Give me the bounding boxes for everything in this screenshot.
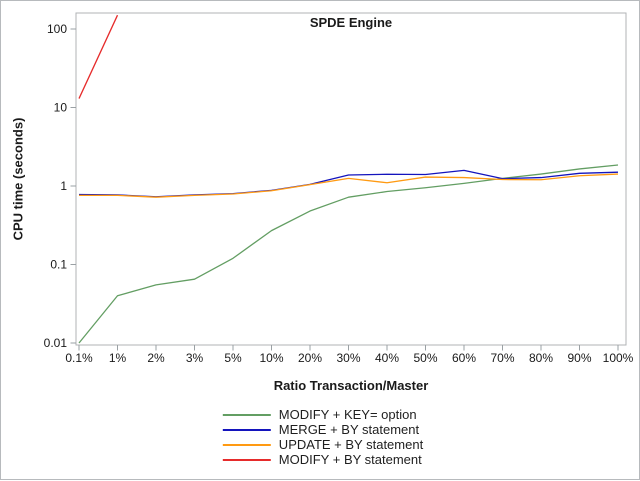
x-tick-label: 5% (224, 351, 242, 365)
x-tick-label: 1% (109, 351, 127, 365)
y-tick-label: 100 (47, 22, 67, 36)
x-tick-label: 40% (375, 351, 399, 365)
y-tick-label: 0.01 (44, 336, 68, 350)
legend-label: MODIFY + KEY= option (278, 407, 417, 422)
x-tick-label: 50% (413, 351, 437, 365)
y-tick-label: 1 (60, 179, 67, 193)
y-tick-label: 0.1 (50, 258, 67, 272)
x-tick-label: 0.1% (65, 351, 93, 365)
y-axis-label: CPU time (seconds) (10, 117, 26, 241)
x-tick-label: 30% (336, 351, 360, 365)
legend: MODIFY + KEY= option MERGE + BY statement… (222, 407, 424, 467)
x-tick-label: 10% (259, 351, 283, 365)
x-tick-label: 100% (603, 351, 634, 365)
legend-label: MODIFY + BY statement (278, 452, 422, 467)
x-tick-label: 20% (298, 351, 322, 365)
chart-title: SPDE Engine (309, 15, 393, 30)
legend-item: UPDATE + BY statement (222, 437, 424, 452)
legend-item: MODIFY + BY statement (222, 452, 423, 467)
series-line-modify-by-statement (78, 14, 119, 99)
x-tick-label: 90% (567, 351, 591, 365)
plot-border (75, 12, 627, 346)
x-tick-label: 80% (529, 351, 553, 365)
legend-label: UPDATE + BY statement (278, 437, 424, 452)
x-tick-label: 60% (452, 351, 476, 365)
series-line-update-by-statement (79, 173, 619, 198)
series-line-modify-key-option (78, 164, 619, 344)
x-tick-label: 70% (490, 351, 514, 365)
legend-line-swatch (222, 443, 271, 446)
x-axis-label: Ratio Transaction/Master (273, 378, 429, 393)
legend-line-swatch (222, 458, 271, 461)
legend-line-swatch (222, 413, 271, 416)
x-tick-label: 3% (186, 351, 204, 365)
y-tick-label: 10 (54, 101, 68, 115)
legend-line-swatch (222, 428, 271, 431)
x-tick-label: 2% (147, 351, 165, 365)
legend-item: MODIFY + KEY= option (222, 407, 423, 422)
legend-item: MERGE + BY statement (222, 422, 423, 437)
legend-label: MERGE + BY statement (278, 422, 420, 437)
